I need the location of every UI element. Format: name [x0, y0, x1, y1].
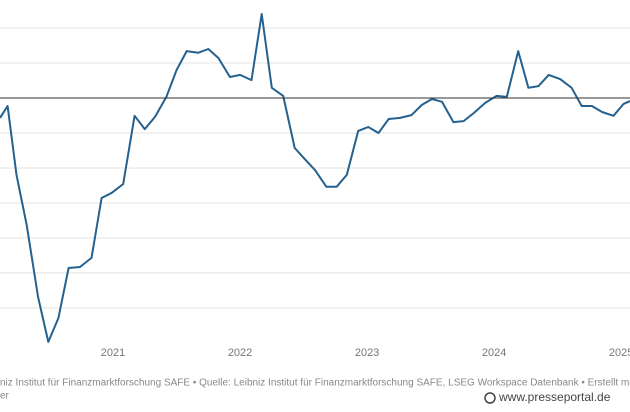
x-tick-label: 2021 [101, 347, 125, 359]
line-series [0, 13, 630, 343]
x-tick-label: 2023 [355, 347, 379, 359]
x-tick-label: 2025 [609, 347, 630, 359]
x-tick-label: 2024 [482, 347, 506, 359]
x-tick-label: 2022 [228, 347, 252, 359]
source-note: er [0, 391, 10, 402]
watermark-icon [484, 392, 496, 404]
watermark: www.presseportal.de [498, 390, 611, 404]
source-note: niz Institut für Finanzmarktforschung SA… [0, 378, 630, 389]
